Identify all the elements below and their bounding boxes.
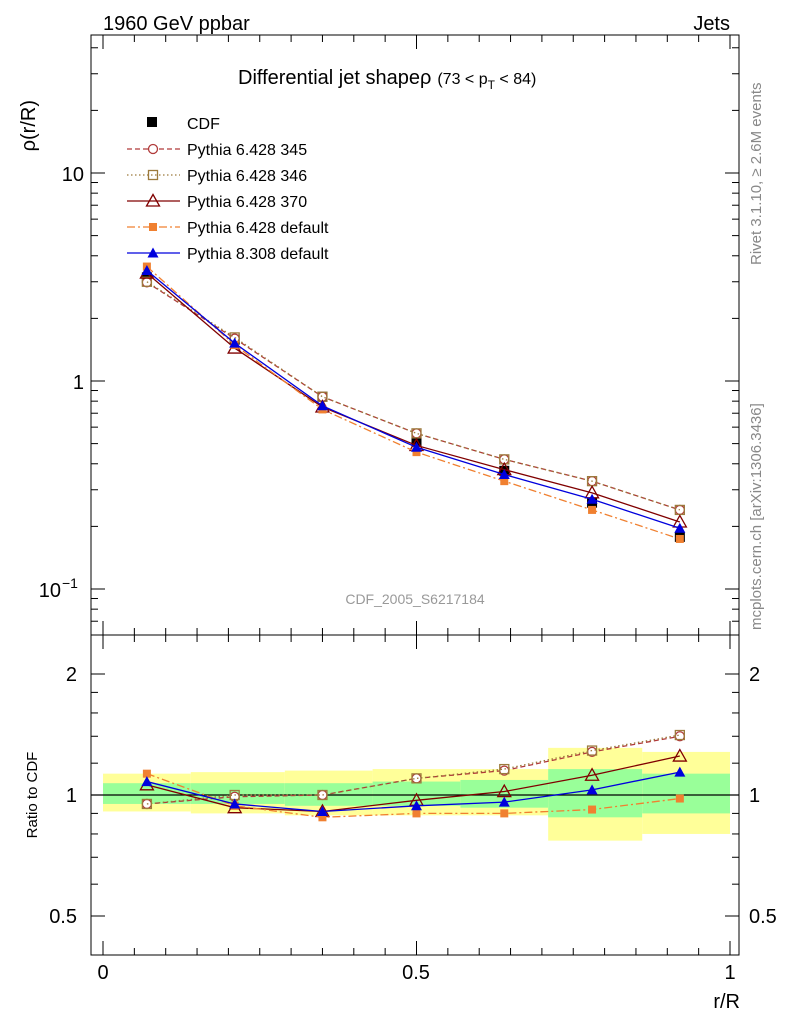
ratio-ytick-label-2-right: 2 xyxy=(749,664,760,686)
ytick-label-0.1-exponent: −1 xyxy=(62,575,78,591)
ratio-point-1 xyxy=(499,763,510,775)
xtick-label-1: 1 xyxy=(724,962,735,984)
ratio-point-2 xyxy=(672,748,688,762)
series-line-0 xyxy=(146,281,681,511)
main-plot-panel: ρ(r/R) 10 1 10 −1 Differential jet shape… xyxy=(18,34,740,636)
ratio-point-3 xyxy=(412,809,421,818)
main-plot-ticks xyxy=(91,35,739,635)
legend-label-pythia-8308-default: Pythia 8.308 default xyxy=(187,246,329,263)
uncertainty-band-green xyxy=(642,773,730,814)
ratio-point-3 xyxy=(588,805,597,814)
series-point-0 xyxy=(411,428,422,439)
legend-label-cdf: CDF xyxy=(187,116,220,133)
legend-marker-0 xyxy=(147,143,159,155)
ratio-point-1 xyxy=(674,729,685,741)
legend-marker-4 xyxy=(147,247,159,258)
ratio-point-1 xyxy=(411,773,422,784)
ratio-point-2 xyxy=(584,767,600,781)
analysis-watermark: CDF_2005_S6217184 xyxy=(345,591,485,607)
series-point-3 xyxy=(588,505,597,514)
ratio-point-1 xyxy=(141,798,153,810)
legend-marker-1 xyxy=(147,169,159,181)
ratio-point-4 xyxy=(141,776,153,787)
ytick-label-1: 1 xyxy=(73,372,84,394)
rivet-label: Rivet 3.1.10, ≥ 2.6M events xyxy=(748,83,765,266)
legend-label-pythia-6428-default: Pythia 6.428 default xyxy=(187,220,329,237)
ratio-point-4 xyxy=(674,766,686,777)
header-right: Jets xyxy=(693,13,730,35)
legend: CDF Pythia 6.428 345 Pythia 6.428 346 Py… xyxy=(127,116,329,263)
ratio-point-3 xyxy=(318,813,327,822)
series-point-4 xyxy=(674,522,686,533)
series-line-3 xyxy=(146,266,681,540)
ratio-point-3 xyxy=(500,809,509,818)
series-point-4 xyxy=(316,400,328,411)
series-point-1 xyxy=(141,276,153,287)
chart-title: Differential jet shapeρ (73 < pT < 84) xyxy=(238,67,536,92)
legend-label-pythia-6428-345: Pythia 6.428 345 xyxy=(187,142,307,159)
series-point-4 xyxy=(229,337,241,348)
series-point-3 xyxy=(675,534,684,543)
legend-label-pythia-6428-346: Pythia 6.428 346 xyxy=(187,168,307,185)
ratio-line-1 xyxy=(146,734,680,805)
uncertainty-band-green xyxy=(103,783,191,804)
series-point-3 xyxy=(500,477,509,486)
ratio-point-3 xyxy=(142,769,151,778)
ratio-ytick-label-2-left: 2 xyxy=(66,664,77,686)
ratio-point-1 xyxy=(317,789,328,801)
series-point-4 xyxy=(141,264,153,275)
ratio-plot-ticks xyxy=(91,635,739,955)
ratio-point-2 xyxy=(496,783,512,798)
ratio-point-4 xyxy=(229,798,241,809)
ratio-ytick-label-1-left: 1 xyxy=(66,785,77,807)
ratio-y-axis-label: Ratio to CDF xyxy=(24,752,41,839)
main-plot-curves xyxy=(139,262,688,543)
series-point-3 xyxy=(412,448,421,457)
ratio-ytick-label-1-right: 1 xyxy=(749,785,760,807)
series-line-2 xyxy=(146,272,681,523)
series-point-4 xyxy=(498,469,510,480)
xtick-label-0.5: 0.5 xyxy=(402,962,430,984)
legend-marker-3 xyxy=(149,223,157,231)
ratio-point-1 xyxy=(586,745,598,756)
ratio-point-4 xyxy=(411,800,422,811)
ratio-plot-panel: Ratio to CDF 2 1 0.5 2 1 0.5 0 0.5 1 r/R xyxy=(24,634,777,1013)
ytick-label-10: 10 xyxy=(62,164,84,186)
ratio-curves xyxy=(139,729,688,822)
ratio-ytick-label-0.5-right: 0.5 xyxy=(749,906,777,928)
xtick-label-0: 0 xyxy=(97,962,108,984)
ratio-point-4 xyxy=(586,784,598,795)
header-left: 1960 GeV ppbar xyxy=(103,13,250,35)
legend-label-pythia-6428-370: Pythia 6.428 370 xyxy=(187,194,307,211)
ratio-point-4 xyxy=(316,805,328,816)
main-y-axis-label: ρ(r/R) xyxy=(18,100,40,151)
legend-marker-cdf xyxy=(147,117,157,127)
ytick-label-0.1-base: 10 xyxy=(39,580,61,602)
ratio-point-3 xyxy=(675,794,684,803)
series-point-4 xyxy=(411,441,422,452)
legend-marker-2 xyxy=(145,193,161,207)
series-line-4 xyxy=(146,269,681,529)
ratio-uncertainty-bands xyxy=(103,747,730,841)
ratio-point-4 xyxy=(498,796,510,807)
x-axis-label: r/R xyxy=(713,991,740,1013)
series-line-1 xyxy=(146,281,681,511)
series-point-4 xyxy=(586,493,598,504)
mcplots-label: mcplots.cern.ch [arXiv:1306.3436] xyxy=(748,403,765,630)
ratio-ytick-label-0.5-left: 0.5 xyxy=(49,906,77,928)
